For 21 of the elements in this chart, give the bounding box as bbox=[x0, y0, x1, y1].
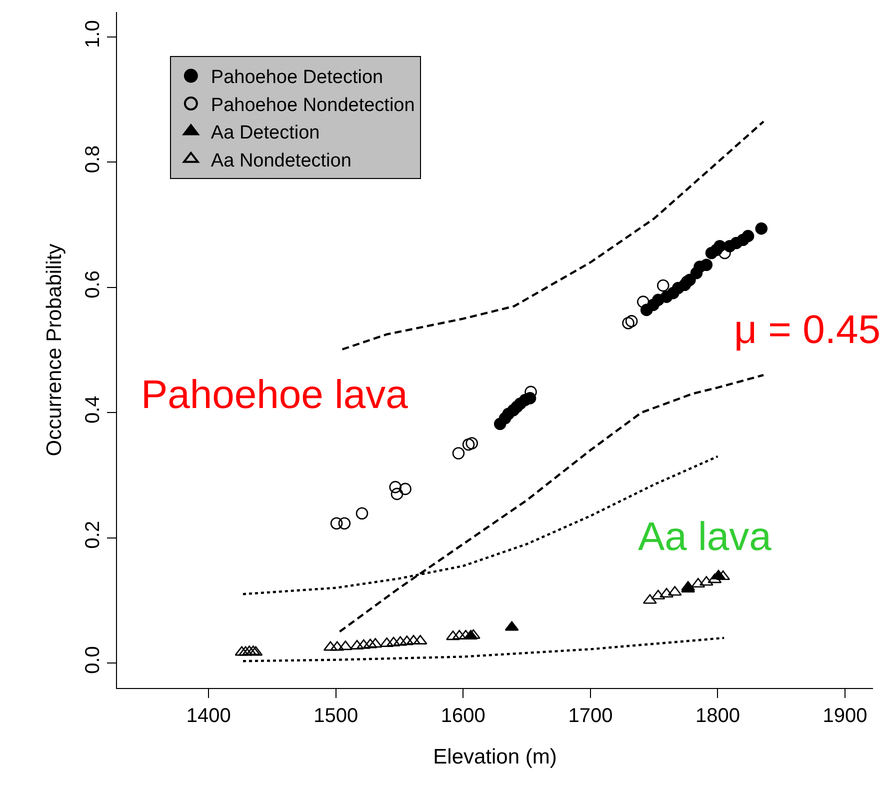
annotation: Aa lava bbox=[638, 515, 772, 559]
x-tick-label: 1900 bbox=[822, 705, 868, 728]
y-tick-label: 0.0 bbox=[82, 646, 104, 674]
legend-label: Pahoehoe Detection bbox=[210, 67, 384, 88]
y-tick-label: 1.0 bbox=[82, 20, 104, 48]
x-tick-label: 1600 bbox=[440, 705, 486, 728]
y-tick-label: 0.6 bbox=[82, 270, 104, 298]
legend-label: Aa Detection bbox=[210, 122, 320, 144]
x-tick-label: 1400 bbox=[186, 705, 231, 728]
x-tick-label: 1800 bbox=[695, 705, 740, 728]
y-tick-label: 0.2 bbox=[82, 520, 104, 549]
x-axis-title: Elevation (m) bbox=[433, 745, 557, 768]
legend-label: Pahoehoe Nondetection bbox=[210, 94, 415, 116]
legend-label: Aa Nondetection bbox=[210, 150, 352, 172]
y-tick-label: 0.4 bbox=[82, 396, 104, 424]
x-tick-label: 1700 bbox=[568, 705, 613, 728]
annotation: Pahoehoe lava bbox=[141, 373, 409, 417]
annotation: μ = 0.45 bbox=[734, 308, 880, 352]
y-axis-title: Occurrence Probability bbox=[43, 243, 66, 456]
x-tick-label: 1500 bbox=[314, 705, 358, 728]
y-tick-label: 0.8 bbox=[82, 145, 104, 174]
